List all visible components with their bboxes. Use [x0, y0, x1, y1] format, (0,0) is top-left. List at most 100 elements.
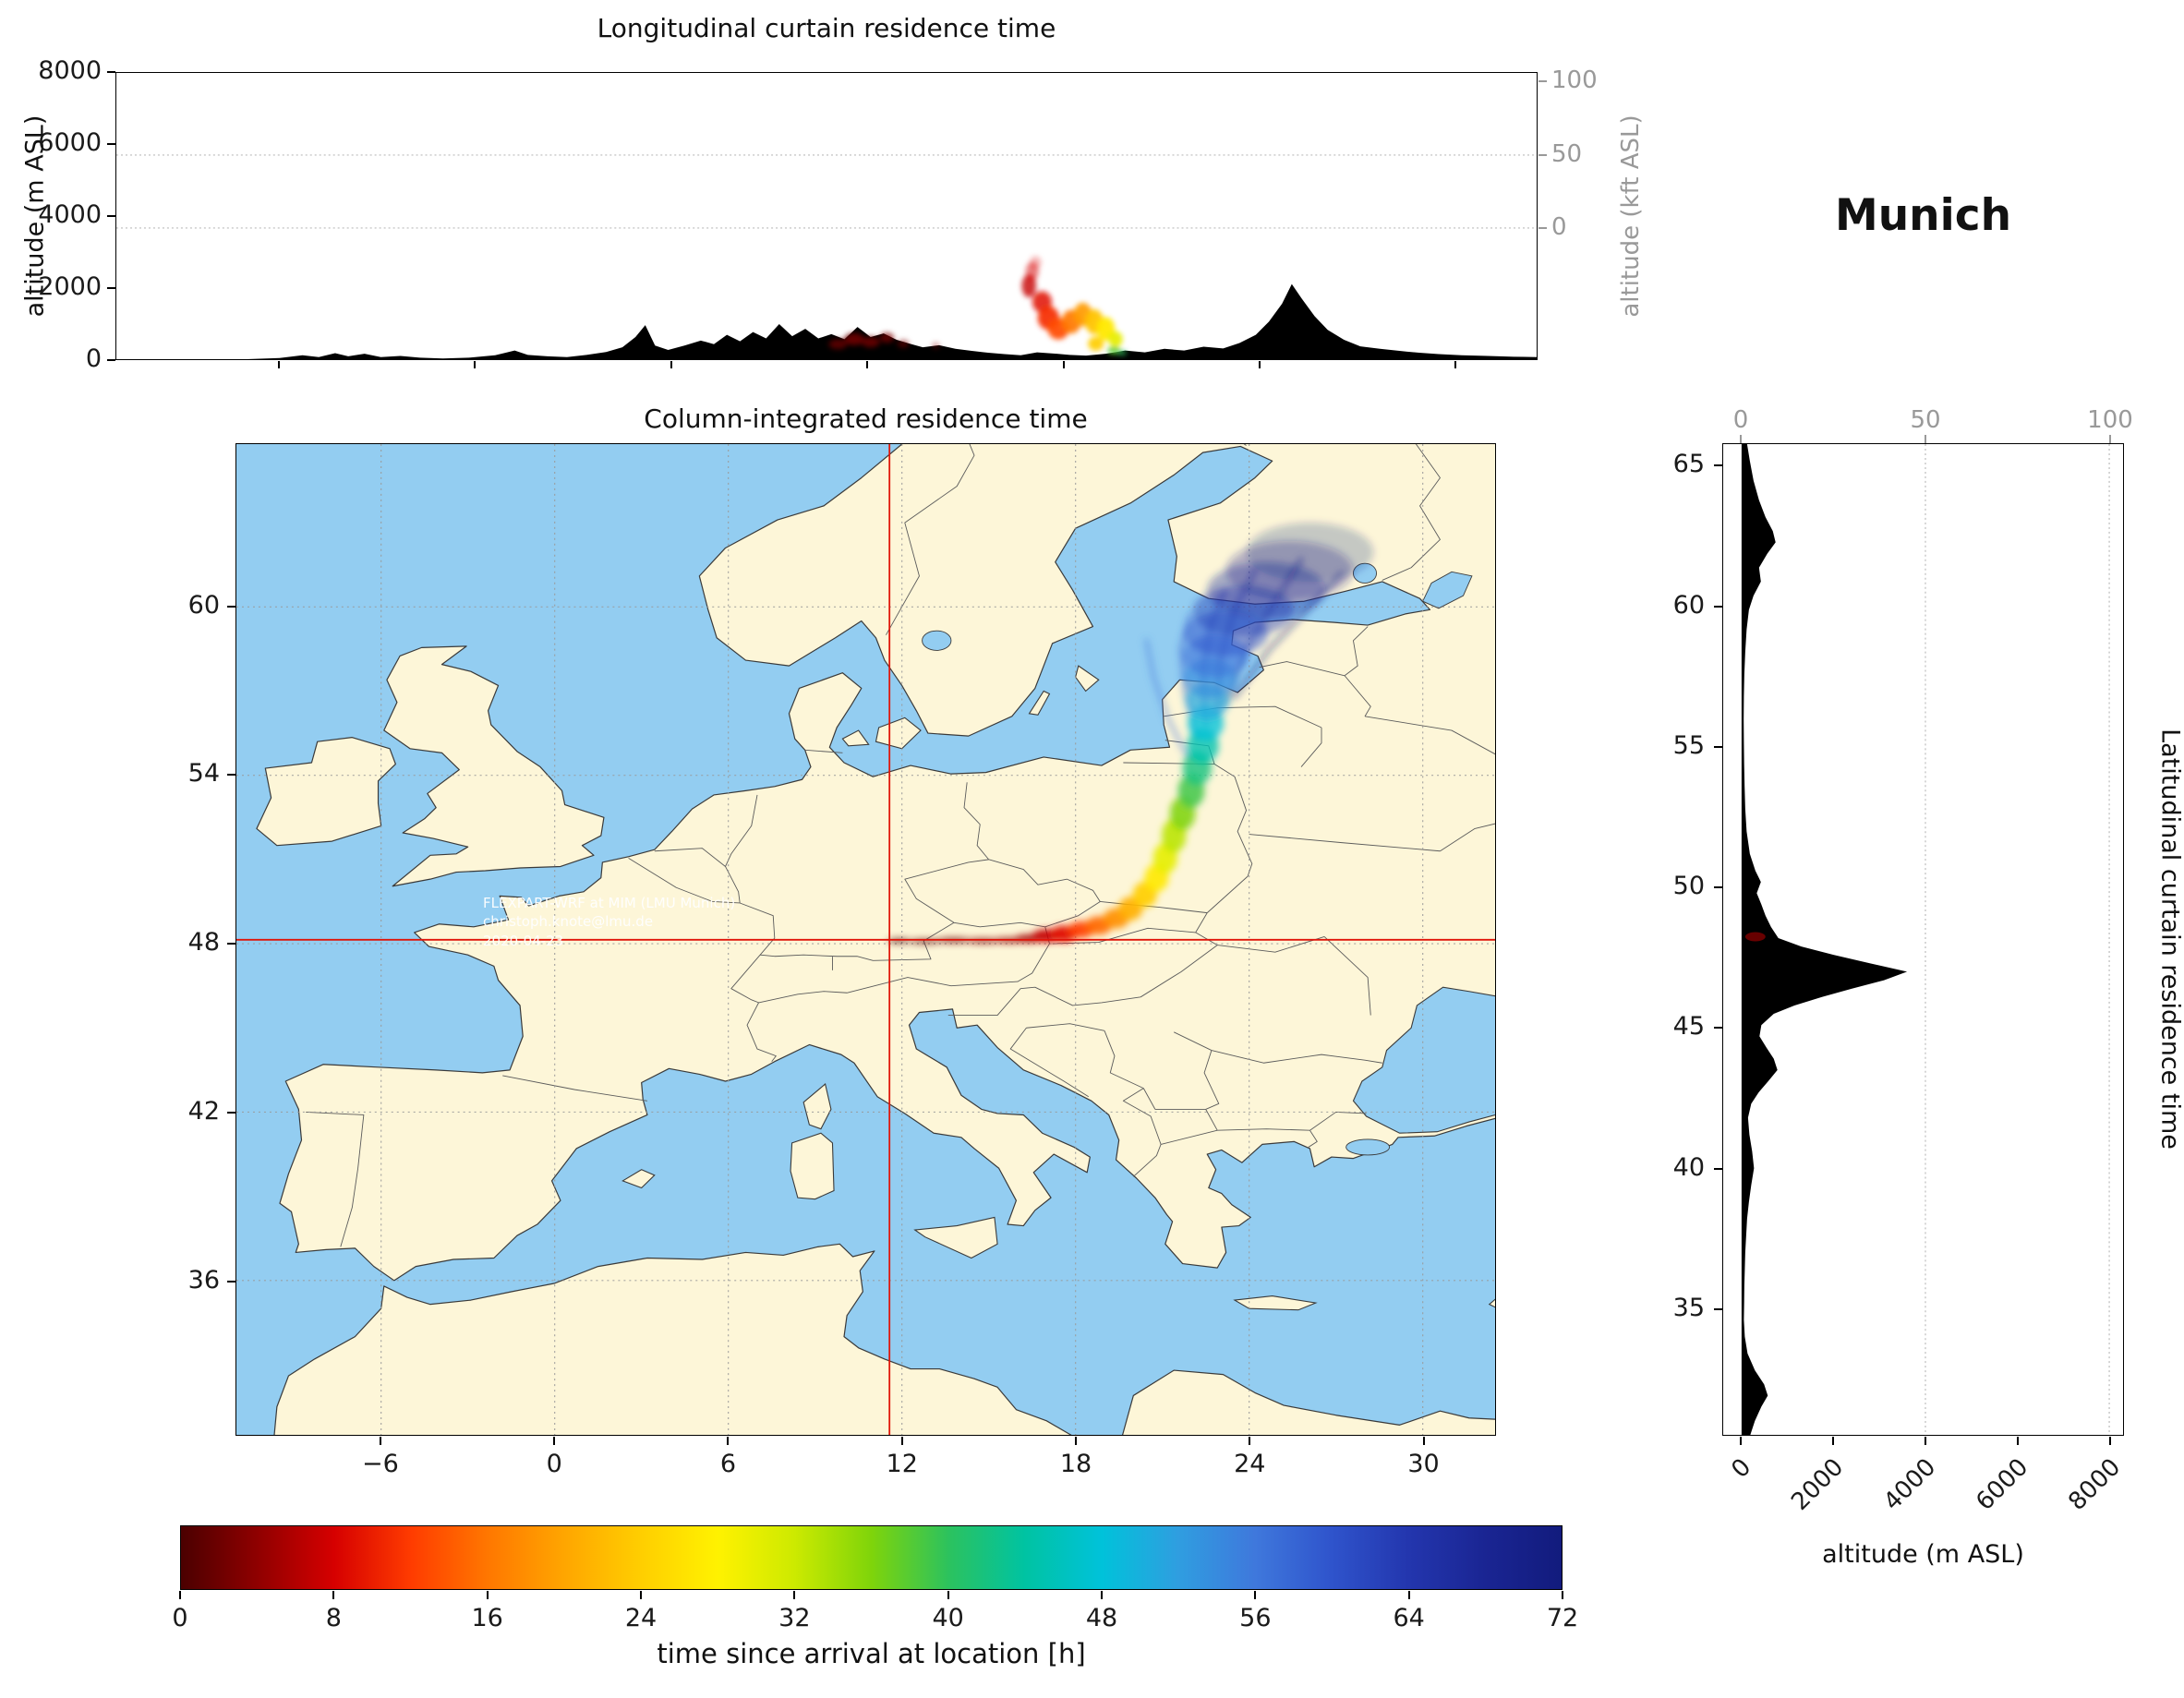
long-curtain-ylabel-kft: altitude (kft ASL) — [1617, 114, 1645, 318]
tick-mark — [107, 143, 115, 145]
latitude-tick: 55 — [1672, 730, 1705, 760]
coastline-mallorca — [622, 1170, 654, 1188]
altitude-kft-tick: 0 — [1551, 213, 1567, 241]
lat-curtain-title: Latitudinal curtain residence time — [2155, 729, 2184, 1150]
tick-mark — [107, 359, 115, 361]
coastline-north-africa — [274, 1244, 1076, 1435]
residence-time-plume — [887, 523, 1374, 944]
altitude-m-tick: 4000 — [38, 200, 102, 229]
watermark-line-3: 2020-04-23 — [483, 932, 564, 949]
tick-mark — [1714, 605, 1722, 608]
altitude-m-tick: 8000 — [2063, 1453, 2127, 1517]
colorbar-gradient — [181, 1526, 1562, 1589]
colorbar-tick: 56 — [1239, 1604, 1272, 1632]
colorbar-tick: 32 — [778, 1604, 811, 1632]
tick-mark — [1714, 886, 1722, 889]
latitude-tick: 65 — [1672, 450, 1705, 479]
tick-mark — [278, 361, 280, 368]
tick-mark — [727, 1437, 730, 1445]
tick-mark — [107, 71, 115, 73]
tick-mark — [866, 361, 869, 368]
tick-mark — [227, 943, 235, 945]
longitude-tick: 18 — [1059, 1450, 1092, 1478]
tick-mark — [107, 287, 115, 289]
latitude-tick: 35 — [1672, 1293, 1705, 1322]
altitude-m-tick: 2000 — [38, 272, 102, 301]
coastline-great-britain — [384, 646, 604, 886]
page-title: Munich — [1834, 190, 2012, 241]
altitude-kft-tick: 50 — [1910, 406, 1941, 434]
longitude-tick: 12 — [886, 1450, 918, 1478]
latitude-tick: 42 — [187, 1096, 220, 1126]
tick-mark — [1062, 361, 1065, 368]
colorbar-label: time since arrival at location [h] — [657, 1638, 1086, 1669]
longitudinal-curtain-canvas — [116, 154, 1537, 359]
long-curtain-title: Longitudinal curtain residence time — [597, 13, 1056, 43]
tick-mark — [1562, 1591, 1563, 1599]
latitudinal-curtain-canvas — [1741, 444, 2110, 1435]
colorbar-tick: 72 — [1546, 1604, 1579, 1632]
latitude-tick: 50 — [1672, 872, 1705, 901]
tick-mark — [1249, 1437, 1251, 1445]
colorbar-tick: 8 — [325, 1604, 342, 1632]
lake-vanern — [923, 631, 951, 650]
coastline-funen — [842, 730, 868, 746]
tick-mark — [2017, 1437, 2019, 1445]
colorbar-tick: 48 — [1085, 1604, 1118, 1632]
colorbar-tick: 0 — [172, 1604, 188, 1632]
coastline-corsica — [803, 1084, 831, 1129]
tick-mark — [474, 361, 477, 368]
tick-mark — [640, 1591, 642, 1599]
tick-mark — [1407, 1591, 1410, 1599]
tick-mark — [379, 1437, 381, 1445]
colorbar-tick: 40 — [932, 1604, 964, 1632]
tick-mark — [670, 361, 672, 368]
coastline-gotland — [1076, 666, 1099, 691]
watermark-line-1: FLEXPART-WRF at MIM (LMU Munich) — [483, 895, 736, 911]
latitudinal-curtain-plot — [1722, 443, 2124, 1436]
coastline-libya-egypt — [1122, 1370, 1495, 1435]
longitude-tick: 24 — [1234, 1450, 1266, 1478]
longitudinal-curtain-plot — [115, 72, 1538, 360]
coastline-crete — [1235, 1296, 1316, 1310]
colorbar-tick: 16 — [471, 1604, 503, 1632]
tick-mark — [1925, 1437, 1926, 1445]
tick-mark — [332, 1591, 335, 1599]
tick-mark — [900, 1437, 903, 1445]
map-overlay — [236, 444, 1495, 1435]
altitude-m-tick: 2000 — [1786, 1453, 1850, 1517]
altitude-kft-tick: 100 — [2087, 406, 2133, 434]
tick-mark — [486, 1591, 489, 1599]
tick-mark — [1925, 435, 1926, 443]
longitude-tick: 30 — [1407, 1450, 1440, 1478]
tick-mark — [1714, 464, 1722, 467]
tick-mark — [1740, 435, 1742, 443]
altitude-kft-tick: 0 — [1732, 406, 1749, 434]
coastline-cyprus — [1490, 1295, 1495, 1310]
tick-mark — [1714, 1307, 1722, 1310]
tick-mark — [107, 215, 115, 217]
altitude-m-tick: 6000 — [38, 128, 102, 157]
altitude-m-tick: 6000 — [1971, 1453, 2034, 1517]
country-borders — [306, 444, 1495, 1246]
tick-mark — [1714, 1167, 1722, 1170]
altitude-kft-tick: 100 — [1551, 66, 1598, 94]
latitude-tick: 60 — [1672, 590, 1705, 620]
map-title: Column-integrated residence time — [644, 403, 1088, 434]
latitude-tick: 40 — [1672, 1152, 1705, 1182]
longitude-tick: 6 — [719, 1450, 737, 1478]
longitude-tick: 0 — [546, 1450, 562, 1478]
altitude-m-tick: 4000 — [1878, 1453, 1942, 1517]
map-gridlines — [236, 444, 1495, 1435]
coastline-sardinia — [790, 1133, 834, 1198]
coastline-ireland — [257, 738, 395, 846]
altitude-m-tick: 8000 — [38, 56, 102, 85]
watermark-line-2: christoph.knote@lmu.de — [483, 913, 654, 931]
coastline-zealand — [875, 717, 921, 748]
tick-mark — [227, 1280, 235, 1283]
tick-mark — [1422, 1437, 1425, 1445]
longitude-tick: −6 — [361, 1450, 399, 1478]
watermark: FLEXPART-WRF at MIM (LMU Munich) christo… — [483, 894, 735, 950]
coastline-sicily — [915, 1217, 997, 1258]
